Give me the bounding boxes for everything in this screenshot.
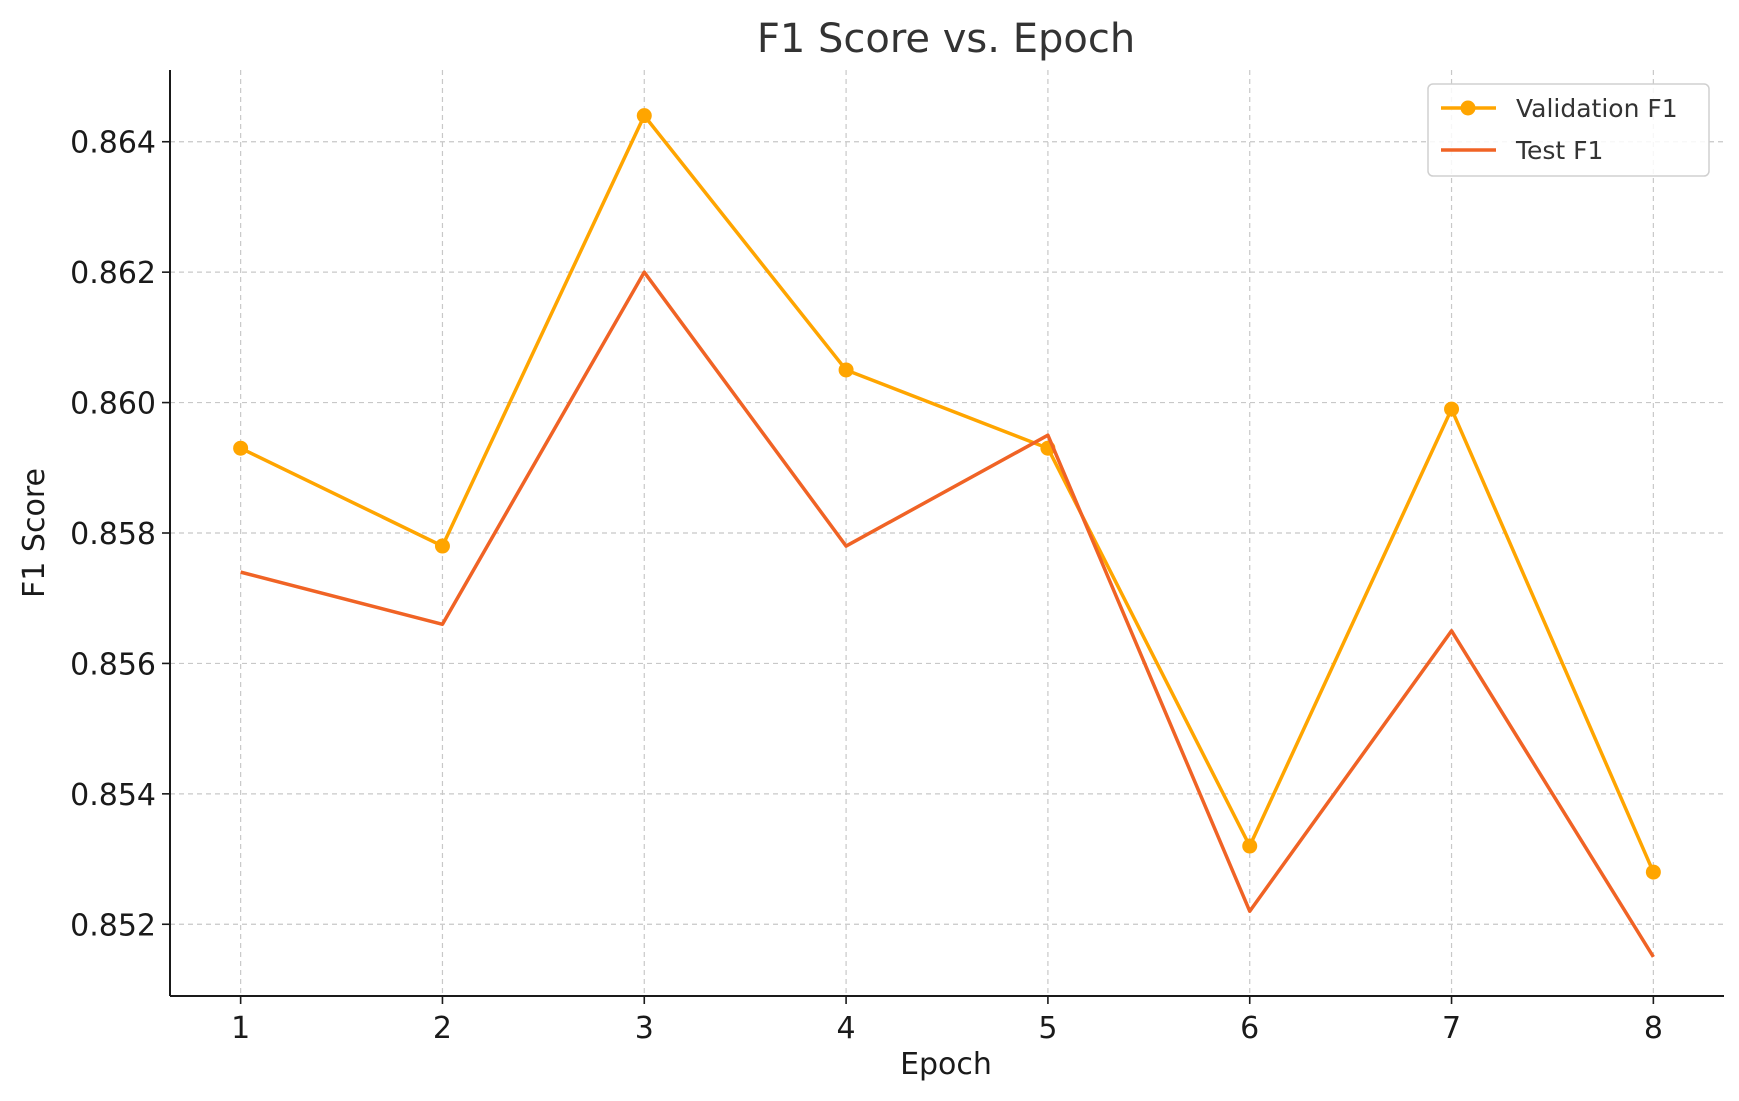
series-group (233, 108, 1661, 958)
x-tick-label: 5 (1038, 1011, 1057, 1046)
series-line-test-f1 (240, 270, 1655, 958)
data-point-validation-f1 (636, 108, 652, 124)
legend-marker-validation (1460, 100, 1476, 116)
y-tick-label: 0.856 (70, 647, 156, 682)
data-point-validation-f1 (434, 538, 450, 554)
legend-label-validation: Validation F1 (1516, 94, 1678, 123)
legend: Validation F1 Test F1 (1427, 83, 1710, 177)
legend-label-test: Test F1 (1515, 136, 1603, 165)
y-tick-label: 0.864 (70, 126, 156, 161)
x-tick-label: 3 (635, 1011, 654, 1046)
data-point-validation-f1 (233, 440, 249, 456)
data-point-validation-f1 (1645, 864, 1661, 880)
data-point-validation-f1 (1444, 401, 1460, 417)
legend-box (1427, 83, 1710, 177)
x-axis-label: Epoch (900, 1047, 992, 1082)
series-line-validation-f1 (239, 113, 1655, 873)
x-tick-label: 1 (231, 1011, 250, 1046)
x-tick-label: 2 (433, 1011, 452, 1046)
x-tick-label: 4 (837, 1011, 856, 1046)
x-tick-label: 8 (1644, 1011, 1663, 1046)
grid (170, 70, 1724, 996)
x-tick-label: 6 (1240, 1011, 1259, 1046)
y-tick-label: 0.852 (70, 908, 156, 943)
y-tick-label: 0.854 (70, 778, 156, 813)
y-tick-label: 0.862 (70, 256, 156, 291)
ticks: 1 2 3 4 5 6 7 8 0.852 0.854 0.856 0.858 0.860 0.862 0.… (70, 126, 1663, 1046)
y-tick-label: 0.860 (70, 387, 156, 422)
data-point-validation-f1 (1242, 838, 1258, 854)
chart-title: F1 Score vs. Epoch (757, 16, 1135, 62)
data-point-validation-f1 (838, 362, 854, 378)
y-axis-label: F1 Score (17, 468, 52, 598)
x-tick-label: 7 (1442, 1011, 1461, 1046)
y-tick-label: 0.858 (70, 517, 156, 552)
